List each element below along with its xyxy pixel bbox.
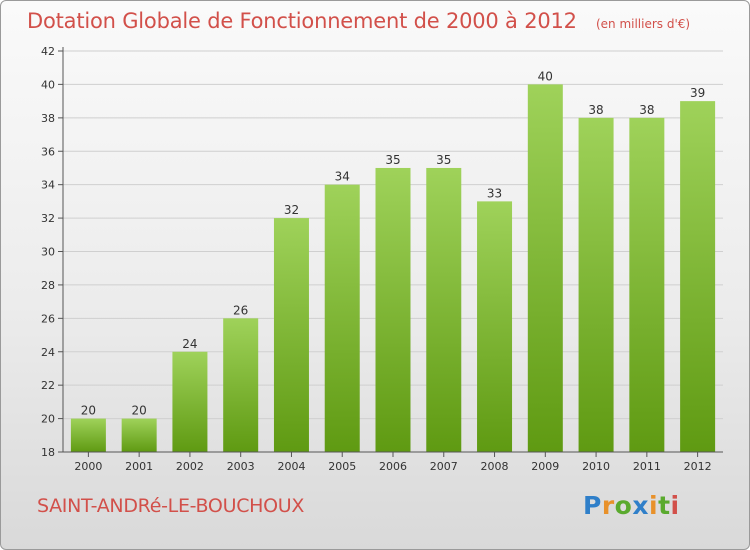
y-tick-label: 28 — [41, 279, 55, 292]
data-label-2004: 32 — [284, 203, 299, 217]
y-tick-label: 30 — [41, 246, 55, 259]
title-row: Dotation Globale de Fonctionnement de 20… — [27, 9, 690, 33]
data-label-2010: 38 — [588, 103, 603, 117]
bar-2012[interactable] — [680, 101, 716, 452]
bar-2004[interactable] — [273, 218, 309, 452]
data-label-2000: 20 — [81, 404, 96, 418]
y-tick-label: 42 — [41, 45, 55, 58]
y-tick-label: 32 — [41, 212, 55, 225]
bar-2008[interactable] — [477, 201, 513, 452]
y-tick-label: 22 — [41, 379, 55, 392]
x-tick-label-2000: 2000 — [74, 460, 102, 473]
bar-2001[interactable] — [121, 418, 157, 452]
x-tick-label-2009: 2009 — [531, 460, 559, 473]
x-tick-label-2010: 2010 — [582, 460, 610, 473]
chart-subtitle: (en milliers d'€) — [595, 17, 691, 31]
x-tick-label-2006: 2006 — [379, 460, 407, 473]
x-tick-label-2011: 2011 — [633, 460, 661, 473]
bar-2007[interactable] — [426, 167, 462, 453]
x-tick-label-2004: 2004 — [277, 460, 305, 473]
y-tick-label: 40 — [41, 78, 55, 91]
y-tick-label: 36 — [41, 145, 55, 158]
x-tick-label-2012: 2012 — [684, 460, 712, 473]
data-label-2002: 24 — [182, 337, 197, 351]
y-tick-label: 20 — [41, 413, 55, 426]
data-label-2006: 35 — [385, 153, 400, 167]
bar-2011[interactable] — [629, 117, 665, 452]
y-tick-label: 18 — [41, 446, 55, 459]
proxiti-logo[interactable]: Proxiti — [583, 491, 680, 520]
y-tick-label: 34 — [41, 179, 55, 192]
bar-2002[interactable] — [172, 351, 208, 452]
bar-2009[interactable] — [527, 84, 563, 453]
axis-layer: 18 20 22 24 26 28 30 32 34 36 38 40 42 2000 2001 2002 20… — [41, 45, 723, 473]
data-label-2008: 33 — [487, 186, 502, 200]
bar-2000[interactable] — [70, 418, 106, 452]
y-tick-label: 24 — [41, 346, 55, 359]
x-tick-label-2002: 2002 — [176, 460, 204, 473]
bars-layer: 20 20 24 26 32 34 35 35 33 40 38 38 39 — [70, 69, 716, 453]
data-label-2007: 35 — [436, 153, 451, 167]
data-label-2011: 38 — [639, 103, 654, 117]
x-tick-label-2003: 2003 — [227, 460, 255, 473]
x-tick-label-2007: 2007 — [430, 460, 458, 473]
x-tick-label-2005: 2005 — [328, 460, 356, 473]
data-label-2005: 34 — [335, 170, 350, 184]
data-label-2009: 40 — [538, 69, 553, 83]
bar-2005[interactable] — [324, 184, 360, 452]
x-tick-label-2008: 2008 — [481, 460, 509, 473]
data-label-2012: 39 — [690, 86, 705, 100]
data-label-2003: 26 — [233, 303, 248, 317]
y-tick-label: 38 — [41, 112, 55, 125]
commune-name: SAINT-ANDRé-LE-BOUCHOUX — [37, 495, 305, 517]
chart-title: Dotation Globale de Fonctionnement de 20… — [27, 9, 577, 33]
bar-2003[interactable] — [223, 318, 259, 452]
bar-2006[interactable] — [375, 167, 411, 453]
data-label-2001: 20 — [132, 404, 147, 418]
x-tick-label-2001: 2001 — [125, 460, 153, 473]
bar-2010[interactable] — [578, 117, 614, 452]
y-tick-label: 26 — [41, 312, 55, 325]
